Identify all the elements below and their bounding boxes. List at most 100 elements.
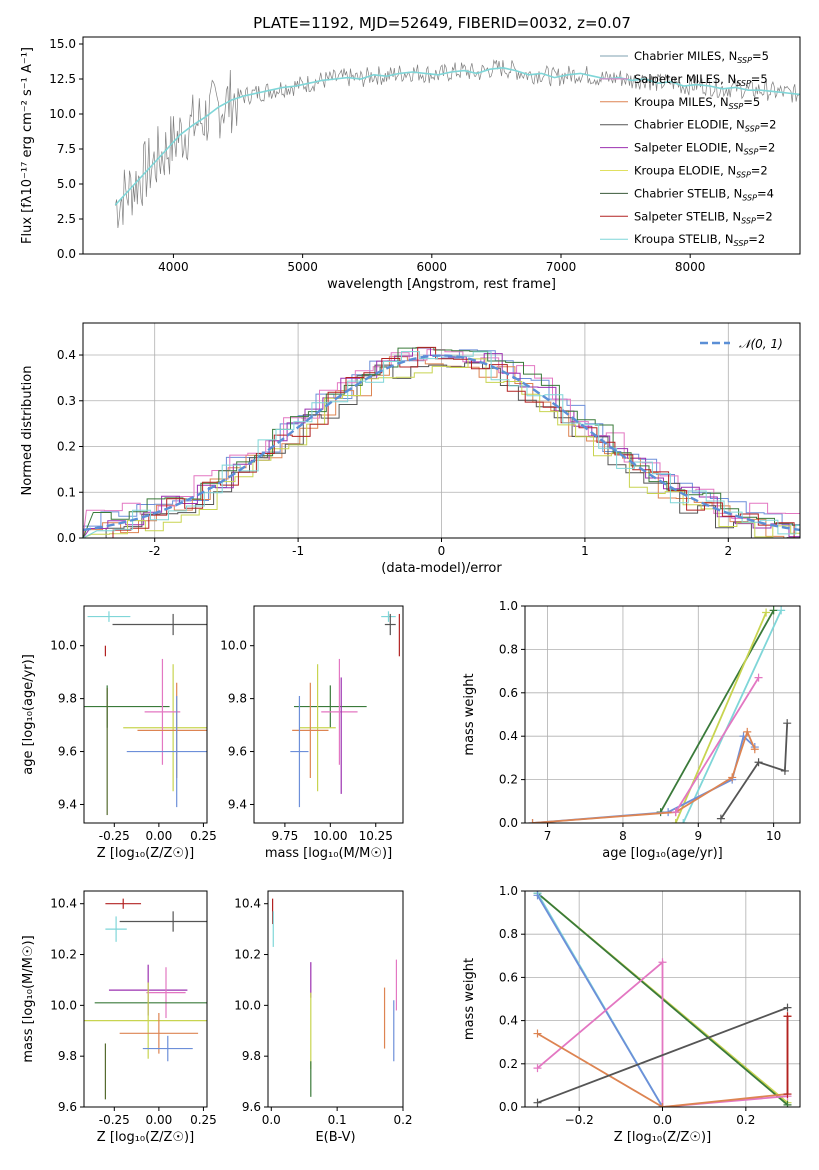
legend-entry: Kroupa STELIB, NSSP=2 [634, 232, 765, 248]
weight-marker [533, 1064, 542, 1073]
histogram-step [83, 358, 800, 538]
y-tick-label: 0.4 [57, 348, 76, 362]
x-tick-label: 4000 [158, 260, 189, 274]
y-tick-label: 0.0 [499, 816, 518, 830]
x-tick-label: 0.25 [190, 829, 217, 843]
y-tick-label: 10.2 [50, 948, 77, 962]
plot-area [84, 898, 207, 1100]
x-tick-label: 6000 [417, 260, 448, 274]
y-tick-label: 10.4 [50, 897, 77, 911]
chart-age-vs-mass: 9.75 10.00 10.25 9.4 9.6 9.8 10.0 mass [log₁₀(M… [220, 605, 404, 861]
histogram-step [83, 346, 800, 538]
y-axis-label: mass [log₁₀(M/M☉)] [21, 935, 36, 1062]
y-tick-label: 9.6 [228, 745, 247, 759]
spectrum-data-line [114, 59, 799, 229]
weight-marker [783, 1090, 792, 1099]
y-tick-label: 0.1 [57, 485, 76, 499]
axes-frame [82, 322, 801, 539]
y-tick-label: 12.5 [49, 72, 76, 86]
legend-entry: Kroupa MILES, NSSP=5 [634, 95, 760, 111]
x-tick-label: 0.25 [190, 1113, 217, 1127]
weight-marker [671, 819, 680, 823]
x-tick-label: 0.1 [328, 1113, 347, 1127]
weight-marker [762, 608, 771, 617]
y-tick-label: 0.6 [499, 686, 518, 700]
axes-frame [83, 605, 208, 824]
weight-marker [754, 673, 763, 682]
x-tick-label: −0.2 [565, 1113, 594, 1127]
x-tick-label: 1 [581, 544, 589, 558]
weight-marker [750, 745, 759, 754]
y-axis-label: mass weight [462, 958, 477, 1040]
legend-entry: Chabrier STELIB, NSSP=4 [634, 186, 774, 202]
weight-marker [777, 606, 786, 615]
y-tick-label: 0.2 [499, 1057, 518, 1071]
x-axis-label: E(B-V) [315, 1130, 355, 1145]
x-tick-label: -2 [149, 544, 161, 558]
y-tick-label: 15.0 [49, 37, 76, 51]
legend-entry: 𝒩(0, 1) [739, 337, 783, 351]
weight-marker [754, 758, 763, 767]
x-tick-label: 8 [619, 829, 627, 843]
y-tick-label: 9.8 [242, 1049, 261, 1063]
y-tick-label: 7.5 [57, 142, 76, 156]
x-tick-label: 2 [724, 544, 732, 558]
x-tick-label: 0.00 [146, 829, 173, 843]
figure-title: PLATE=1192, MJD=52649, FIBERID=0032, z=0… [253, 14, 631, 32]
weight-line [674, 677, 760, 813]
plot-area [528, 606, 792, 823]
axes-frame [253, 605, 404, 824]
y-tick-label: 9.4 [58, 797, 77, 811]
weight-marker [533, 1029, 542, 1038]
weight-line [720, 723, 789, 820]
y-tick-label: 9.8 [58, 1049, 77, 1063]
plot-area [290, 611, 400, 808]
x-tick-label: 9 [694, 829, 702, 843]
x-tick-label: 0.0 [262, 1113, 281, 1127]
plot-area [533, 891, 792, 1107]
chart-mass-vs-z: -0.25 0.00 0.25 9.6 9.8 10.0 10.2 10.4 Z [log₁₀(… [21, 890, 217, 1145]
x-axis-label: Z [log₁₀(Z/Z☉)] [614, 1130, 711, 1145]
y-tick-label: 5.0 [57, 177, 76, 191]
y-tick-label: 9.6 [58, 1100, 77, 1114]
plot-area [83, 346, 800, 538]
histogram-step [83, 347, 800, 538]
weight-line [537, 1006, 788, 1104]
y-axis-label: mass weight [462, 673, 477, 755]
weight-marker [769, 606, 778, 615]
y-tick-label: 0.0 [57, 247, 76, 261]
y-tick-label: 10.0 [49, 107, 76, 121]
x-tick-label: 8000 [675, 260, 706, 274]
y-tick-label: 10.0 [220, 639, 247, 653]
weight-marker [780, 766, 789, 775]
x-tick-label: -1 [292, 544, 304, 558]
chart-weight-vs-z: −0.2 0.0 0.2 0.0 0.2 0.4 0.6 0.8 1.0 Z [log₁₀(Z/Z… [462, 884, 801, 1145]
spectrum-model-line [114, 66, 800, 206]
y-tick-label: 0.0 [499, 1100, 518, 1114]
x-axis-label: (data-model)/error [381, 561, 502, 576]
x-tick-label: 10 [766, 829, 781, 843]
weight-line [532, 729, 756, 823]
weight-line [536, 894, 664, 1107]
legend-entry: Salpeter MILES, NSSP=5 [634, 72, 768, 88]
weight-marker [783, 719, 792, 728]
chart-age-vs-z: -0.25 0.00 0.25 9.4 9.6 9.8 10.0 Z [log₁₀(Z/Z☉)… [21, 605, 217, 861]
y-tick-label: 0.8 [499, 642, 518, 656]
weight-marker [716, 814, 725, 823]
y-tick-label: 0.8 [499, 927, 518, 941]
y-tick-label: 10.4 [234, 897, 261, 911]
x-tick-label: 10.25 [359, 829, 393, 843]
axes-frame [83, 890, 208, 1108]
chart-spectrum: 4000 5000 6000 7000 8000 0.0 2.5 5.0 7.5 10.0 12.5… [20, 36, 801, 292]
y-tick-label: 9.6 [58, 745, 77, 759]
x-tick-label: 7000 [546, 260, 577, 274]
weight-line [682, 609, 783, 823]
x-tick-label: 9.75 [272, 829, 299, 843]
y-tick-label: 0.2 [57, 440, 76, 454]
y-tick-label: 0.0 [57, 531, 76, 545]
axes-frame [267, 890, 404, 1108]
legend-entry: Chabrier MILES, NSSP=5 [634, 49, 769, 65]
histogram-step [83, 362, 800, 538]
legend-entry: Kroupa ELODIE, NSSP=2 [634, 164, 768, 180]
